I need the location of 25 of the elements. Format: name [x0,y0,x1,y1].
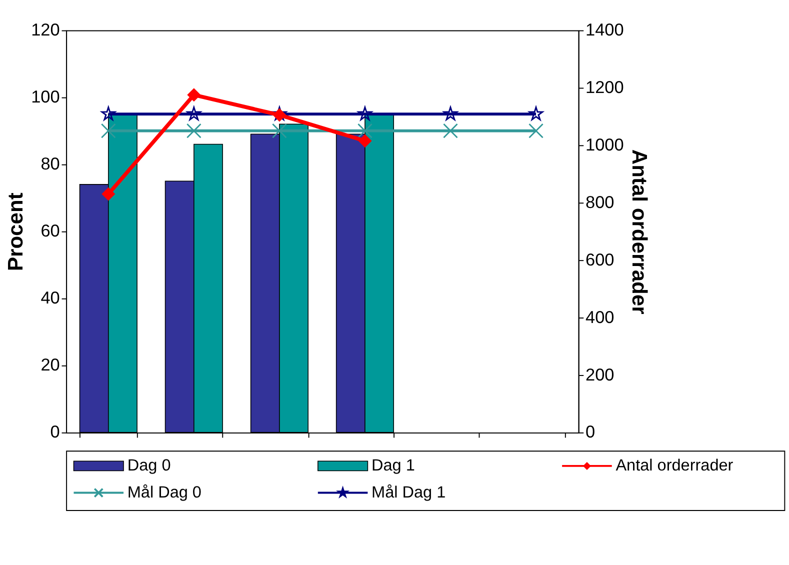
legend-label: Mål Dag 0 [127,484,202,502]
legend-label: Mål Dag 1 [372,484,446,502]
y-tick-label: 20 [40,354,60,375]
y-tick-label: 120 [31,20,60,40]
y-tick-label: 40 [40,288,60,308]
y-tick-label: 0 [50,422,60,442]
y-tick-label: 100 [31,86,60,107]
point [358,134,372,148]
y2-tick-label: 1200 [586,76,624,97]
y2-tick-label: 200 [586,364,614,384]
y2-tick-label: 0 [586,422,596,442]
y2-tick-label: 800 [586,192,614,212]
point [187,88,201,102]
y2-tick-label: 400 [586,306,614,327]
y2-tick-label: 600 [586,249,614,270]
legend-label: Dag 0 [127,456,171,475]
legend-label: Dag 1 [372,456,415,475]
y-tick-label: 80 [40,154,60,174]
legend-label: Antal orderrader [616,456,734,475]
point [102,187,116,201]
y2-tick-label: 1400 [586,20,624,40]
y2-tick-label: 1000 [586,134,624,154]
y2-axis-title: Antal orderrader [627,149,650,314]
y-axis-title: Procent [4,192,28,272]
y-tick-label: 60 [40,220,60,241]
